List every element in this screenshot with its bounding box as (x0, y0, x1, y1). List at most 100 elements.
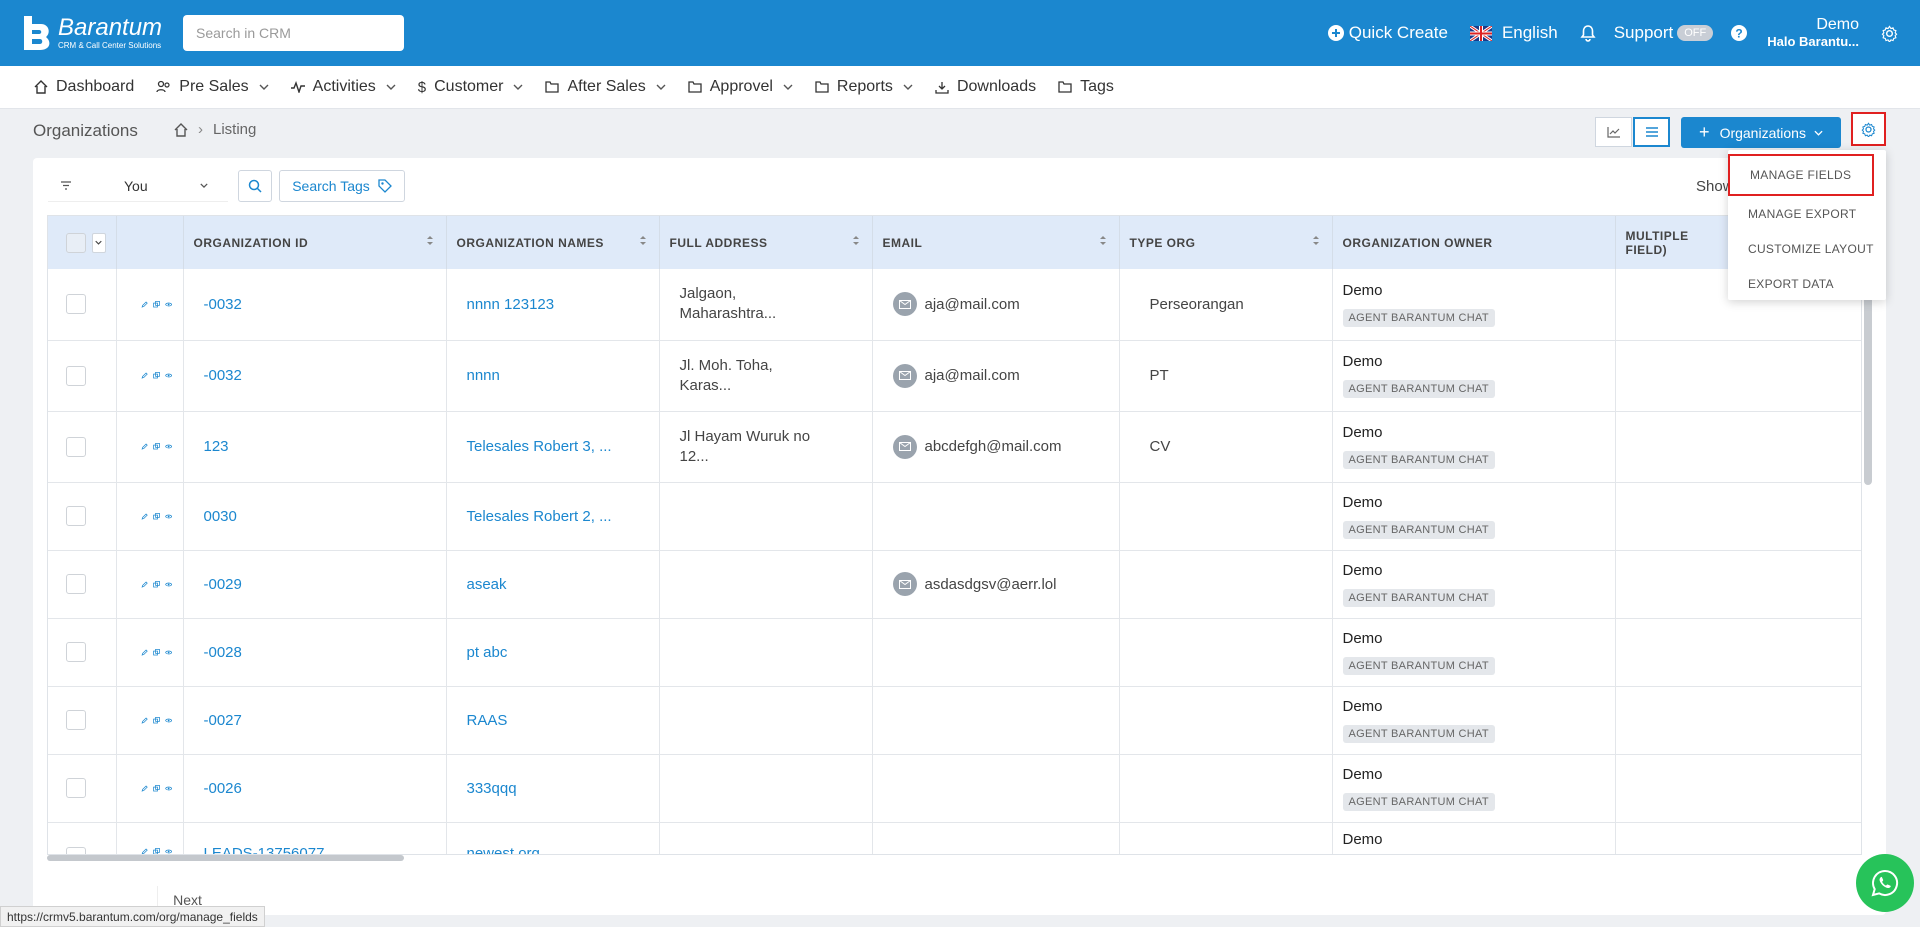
organization-name-link[interactable]: Telesales Robert 2, ... (466, 507, 612, 525)
table-row[interactable]: LEADS-13756077 newest org Demo (48, 822, 1861, 856)
organization-id-link[interactable]: -0032 (203, 367, 242, 384)
view-eye-icon[interactable] (165, 440, 173, 453)
duplicate-icon[interactable] (153, 845, 160, 856)
menu-item-customize-layout[interactable]: CUSTOMIZE LAYOUT (1748, 241, 1874, 256)
row-checkbox[interactable] (66, 642, 86, 662)
organization-id-link[interactable]: -0032 (203, 295, 242, 313)
view-eye-icon[interactable] (165, 298, 173, 311)
view-eye-icon[interactable] (165, 646, 173, 659)
row-checkbox[interactable] (66, 778, 86, 798)
edit-icon[interactable] (141, 782, 148, 795)
organization-id-link[interactable]: -0029 (203, 575, 242, 593)
table-row[interactable]: -0029 aseak asdasdgsv@aerr.lol Demo AGENT… (48, 550, 1861, 619)
edit-icon[interactable] (141, 369, 148, 382)
column-header-type-org[interactable]: TYPE ORG (1119, 216, 1333, 269)
nav-dashboard[interactable]: Dashboard (34, 78, 134, 96)
duplicate-icon[interactable] (153, 782, 160, 795)
search-button[interactable] (238, 170, 272, 202)
column-header-organization-names[interactable]: ORGANIZATION NAMES (446, 216, 660, 269)
organization-name-link[interactable]: Telesales Robert 3, ... (466, 438, 612, 455)
home-icon[interactable] (174, 122, 188, 137)
quick-create-button[interactable]: Quick Create (1327, 23, 1448, 43)
brand-logo[interactable]: Barantum CRM & Call Center Solutions (20, 14, 162, 52)
edit-icon[interactable] (141, 578, 148, 591)
view-eye-icon[interactable] (165, 845, 173, 856)
organization-name-link[interactable]: 333qqq (466, 779, 517, 797)
whatsapp-chat-button[interactable] (1856, 854, 1914, 912)
table-row[interactable]: -0028 pt abc Demo AGENT BARANTUM CHAT (48, 618, 1861, 687)
table-settings-button[interactable] (1851, 112, 1886, 146)
duplicate-icon[interactable] (153, 369, 160, 382)
organization-id-link[interactable]: 123 (203, 438, 229, 455)
nav-approvel[interactable]: Approvel (688, 78, 793, 96)
duplicate-icon[interactable] (153, 578, 160, 591)
organization-name-link[interactable]: nnnn 123123 (466, 295, 555, 313)
duplicate-icon[interactable] (153, 510, 160, 523)
settings-button[interactable] (1881, 24, 1898, 42)
edit-icon[interactable] (141, 845, 148, 856)
edit-icon[interactable] (141, 646, 148, 659)
nav-after-sales[interactable]: After Sales (545, 78, 666, 96)
help-button[interactable]: ? (1731, 25, 1748, 41)
nav-reports[interactable]: Reports (815, 78, 913, 96)
next-page-button[interactable]: Next (157, 886, 217, 914)
organization-name-link[interactable]: newest org (466, 844, 540, 855)
nav-pre-sales[interactable]: Pre Sales (156, 78, 269, 96)
select-all-checkbox[interactable] (66, 232, 86, 253)
menu-item-manage-export[interactable]: MANAGE EXPORT (1748, 206, 1857, 221)
column-header-organization-id[interactable]: ORGANIZATION ID (183, 216, 447, 269)
row-checkbox[interactable] (66, 506, 86, 526)
view-eye-icon[interactable] (165, 510, 173, 523)
view-eye-icon[interactable] (165, 714, 173, 727)
organization-id-link[interactable]: -0026 (203, 779, 242, 797)
table-row[interactable]: 123 Telesales Robert 3, ... Jl Hayam Wur… (48, 411, 1861, 483)
menu-item-export-data[interactable]: EXPORT DATA (1748, 276, 1834, 291)
column-header-full-address[interactable]: FULL ADDRESS (659, 216, 873, 269)
crm-search-input[interactable] (183, 15, 404, 51)
organization-name-link[interactable]: nnnn (466, 367, 500, 384)
edit-icon[interactable] (141, 714, 148, 727)
duplicate-icon[interactable] (153, 440, 160, 453)
list-view-button[interactable] (1633, 117, 1670, 147)
row-checkbox[interactable] (66, 574, 86, 594)
row-checkbox[interactable] (66, 294, 86, 315)
view-eye-icon[interactable] (165, 578, 173, 591)
vertical-scrollbar[interactable] (1864, 215, 1872, 485)
row-checkbox[interactable] (66, 710, 86, 730)
user-menu[interactable]: Demo Halo Barantu... (1767, 16, 1859, 50)
view-eye-icon[interactable] (165, 782, 173, 795)
table-row[interactable]: -0032 nnnn Jl. Moh. Toha, Karas... aja@ma… (48, 340, 1861, 412)
duplicate-icon[interactable] (153, 714, 160, 727)
organization-id-link[interactable]: LEADS-13756077 (203, 844, 325, 855)
chart-view-button[interactable] (1595, 117, 1632, 147)
nav-tags[interactable]: Tags (1058, 78, 1114, 96)
support-toggle[interactable]: Support OFF (1614, 23, 1714, 43)
bulk-action-dropdown[interactable] (91, 232, 106, 253)
column-header-organization-owner[interactable]: ORGANIZATION OWNER (1332, 216, 1616, 269)
horizontal-scrollbar[interactable] (47, 855, 404, 861)
duplicate-icon[interactable] (153, 298, 160, 311)
view-eye-icon[interactable] (165, 369, 173, 382)
organization-id-link[interactable]: -0027 (203, 711, 242, 729)
duplicate-icon[interactable] (153, 646, 160, 659)
organization-name-link[interactable]: aseak (466, 575, 507, 593)
edit-icon[interactable] (141, 298, 148, 311)
nav-activities[interactable]: Activities (290, 78, 396, 96)
owner-filter-select[interactable]: You (48, 170, 228, 202)
table-row[interactable]: -0032 nnnn 123123 Jalgaon, Maharashtra...… (48, 269, 1861, 341)
table-row[interactable]: -0026 333qqq Demo AGENT BARANTUM CHAT (48, 754, 1861, 823)
organization-id-link[interactable]: -0028 (203, 643, 242, 661)
organization-name-link[interactable]: RAAS (466, 711, 508, 729)
nav-customer[interactable]: $ Customer (418, 78, 524, 96)
menu-item-manage-fields[interactable]: MANAGE FIELDS (1728, 154, 1874, 196)
row-checkbox[interactable] (66, 846, 86, 854)
organization-id-link[interactable]: 0030 (203, 507, 237, 525)
organization-name-link[interactable]: pt abc (466, 643, 508, 661)
column-header-email[interactable]: EMAIL (872, 216, 1120, 269)
notifications-button[interactable] (1580, 24, 1596, 42)
row-checkbox[interactable] (66, 365, 86, 386)
nav-downloads[interactable]: Downloads (935, 78, 1036, 96)
row-checkbox[interactable] (66, 436, 86, 457)
edit-icon[interactable] (141, 510, 148, 523)
table-row[interactable]: 0030 Telesales Robert 2, ... Demo AGENT B… (48, 482, 1861, 551)
